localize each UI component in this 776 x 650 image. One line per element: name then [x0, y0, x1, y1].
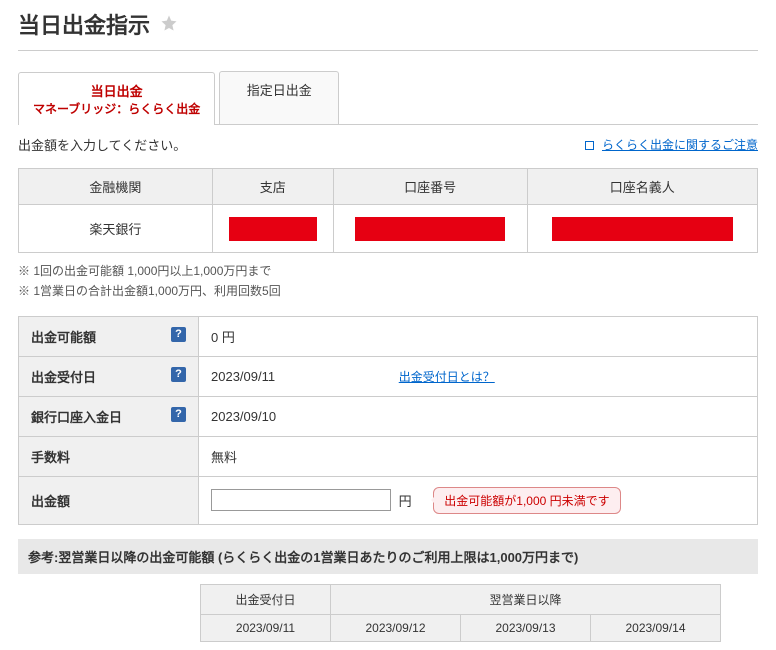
- date-cell: 2023/09/13: [461, 614, 591, 641]
- external-link-icon: [585, 141, 594, 150]
- notice-link[interactable]: らくらく出金に関するご注意: [602, 138, 758, 152]
- deposit-date-value: 2023/09/10: [199, 396, 758, 436]
- withdrawal-details-table: 出金可能額 ? 0 円 出金受付日 ? 2023/09/11 出金受付日とは？ …: [18, 316, 758, 525]
- yen-suffix: 円: [399, 494, 412, 509]
- col-branch: 支店: [212, 169, 333, 205]
- tab-today-withdrawal[interactable]: 当日出金 マネーブリッジ：らくらく出金: [18, 72, 215, 125]
- row-label-fee: 手数料: [19, 436, 199, 476]
- note-line: ※ 1営業日の合計出金額1,000万円、利用回数5回: [18, 281, 758, 301]
- help-icon[interactable]: ?: [171, 367, 186, 382]
- bank-account-table: 金融機関 支店 口座番号 口座名義人 楽天銀行: [18, 168, 758, 253]
- warning-balloon: 出金可能額が1,000 円未満です: [433, 487, 620, 514]
- future-availability-table: 出金受付日 翌営業日以降 2023/09/11 2023/09/12 2023/…: [200, 584, 721, 642]
- row-label-available: 出金可能額 ?: [19, 316, 199, 356]
- bank-name: 楽天銀行: [19, 205, 213, 253]
- tab-label-line1: 当日出金: [91, 84, 143, 99]
- date-cell: 2023/09/11: [201, 614, 331, 641]
- tab-label: 指定日出金: [247, 83, 312, 98]
- col-account-holder: 口座名義人: [527, 169, 757, 205]
- tab-label-line2: マネーブリッジ：らくらく出金: [33, 100, 200, 117]
- account-number-value: [333, 205, 527, 253]
- col-account-number: 口座番号: [333, 169, 527, 205]
- note-line: ※ 1回の出金可能額 1,000円以上1,000万円まで: [18, 261, 758, 281]
- row-label-accept-date: 出金受付日 ?: [19, 356, 199, 396]
- accept-date-help-link[interactable]: 出金受付日とは？: [399, 370, 495, 384]
- date-cell: 2023/09/14: [591, 614, 721, 641]
- col-institution: 金融機関: [19, 169, 213, 205]
- col-next-days: 翌営業日以降: [331, 584, 721, 614]
- redacted-block: [229, 217, 317, 241]
- accept-date-value: 2023/09/11: [211, 369, 275, 384]
- limit-notes: ※ 1回の出金可能額 1,000円以上1,000万円まで ※ 1営業日の合計出金…: [18, 261, 758, 302]
- account-holder-value: [527, 205, 757, 253]
- available-amount: 0 円: [199, 316, 758, 356]
- tabs: 当日出金 マネーブリッジ：らくらく出金 指定日出金: [18, 71, 758, 125]
- date-cell: 2023/09/12: [331, 614, 461, 641]
- help-icon[interactable]: ?: [171, 327, 186, 342]
- notice-link-wrapper[interactable]: らくらく出金に関するご注意: [585, 136, 758, 153]
- tab-scheduled-withdrawal[interactable]: 指定日出金: [219, 71, 339, 124]
- branch-value: [212, 205, 333, 253]
- redacted-block: [552, 217, 733, 241]
- help-icon[interactable]: ?: [171, 407, 186, 422]
- row-label-deposit-date: 銀行口座入金日 ?: [19, 396, 199, 436]
- page-title: 当日出金指示: [18, 8, 150, 40]
- col-accept-date: 出金受付日: [201, 584, 331, 614]
- row-label-amount: 出金額: [19, 476, 199, 524]
- withdrawal-amount-input[interactable]: [211, 489, 391, 511]
- redacted-block: [355, 217, 505, 241]
- favorite-star-icon[interactable]: [160, 14, 178, 35]
- reference-header: 参考:翌営業日以降の出金可能額 (らくらく出金の1営業日あたりのご利用上限は1,…: [18, 539, 758, 574]
- prompt-text: 出金額を入力してください。: [18, 135, 186, 154]
- fee-value: 無料: [199, 436, 758, 476]
